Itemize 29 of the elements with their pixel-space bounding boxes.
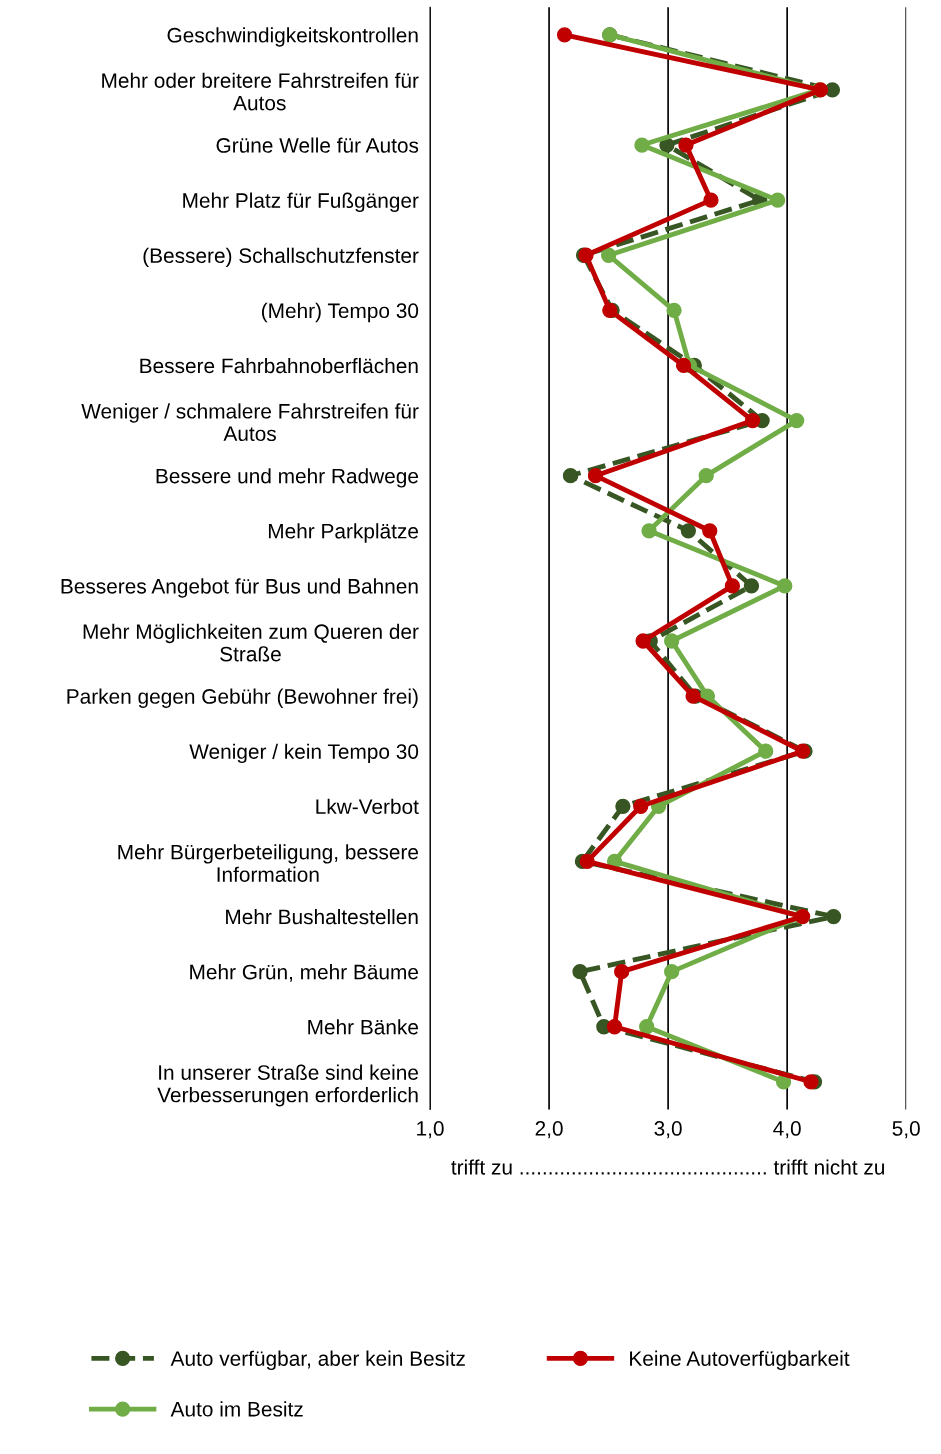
y-tick-label: Besseres Angebot für Bus und Bahnen	[61, 578, 418, 598]
y-tick-label: (Mehr) Tempo 30	[261, 302, 419, 323]
y-tick-label: Weniger / kein Tempo 30	[189, 743, 419, 764]
y-tick-label: Lkw-Verbot	[316, 798, 419, 815]
y-tick-label: Geschwindigkeitskontrollen	[167, 27, 418, 47]
x-tick-label: 2,0	[535, 1121, 563, 1139]
y-tick-label: In unserer Straße sind keine Verbesserungen erforderlich	[157, 1064, 419, 1107]
x-tick-label: 1,0	[417, 1121, 444, 1139]
y-tick-label: Mehr Grün, mehr Bäume	[190, 964, 419, 982]
y-tick-label: Grüne Welle für Autos	[216, 137, 419, 153]
x-tick-label: 5,0	[892, 1121, 920, 1139]
y-tick-label: (Bessere) Schallschutzfenster	[143, 247, 419, 268]
y-tick-label: Mehr Bürgerbeteiligung, bessere Information	[118, 844, 419, 882]
y-tick-label: Mehr Möglichkeiten zum Queren der Straße	[83, 623, 419, 662]
y-tick-label: Weniger / schmalere Fahrstreifen für Autos	[81, 403, 419, 442]
y-tick-label: Mehr Platz für Fußgänger	[183, 192, 419, 213]
y-tick-label: Mehr Parkplätze	[268, 523, 419, 543]
x-tick-label: 4,0	[773, 1121, 801, 1139]
x-axis-title: trifft zu ........................................... trifft nicht zu	[451, 1159, 885, 1175]
y-tick-label: Bessere Fahrbahnoberflächen	[140, 357, 418, 374]
y-tick-label: Parken gegen Gebühr (Bewohner frei)	[67, 688, 418, 708]
x-tick-label: 3,0	[654, 1121, 682, 1139]
y-tick-label: Mehr oder breitere Fahrstreifen für Autos	[102, 72, 419, 111]
y-tick-label: Bessere und mehr Radwege	[156, 468, 419, 488]
legend-label: Auto im Besitz	[170, 1401, 303, 1417]
legend-label: Keine Autoverfügbarkeit	[630, 1350, 850, 1371]
legend-label: Auto verfügbar, aber kein Besitz	[170, 1350, 465, 1371]
y-tick-label: Mehr Bänke	[308, 1019, 419, 1035]
y-tick-label: Mehr Bushaltestellen	[226, 908, 418, 925]
